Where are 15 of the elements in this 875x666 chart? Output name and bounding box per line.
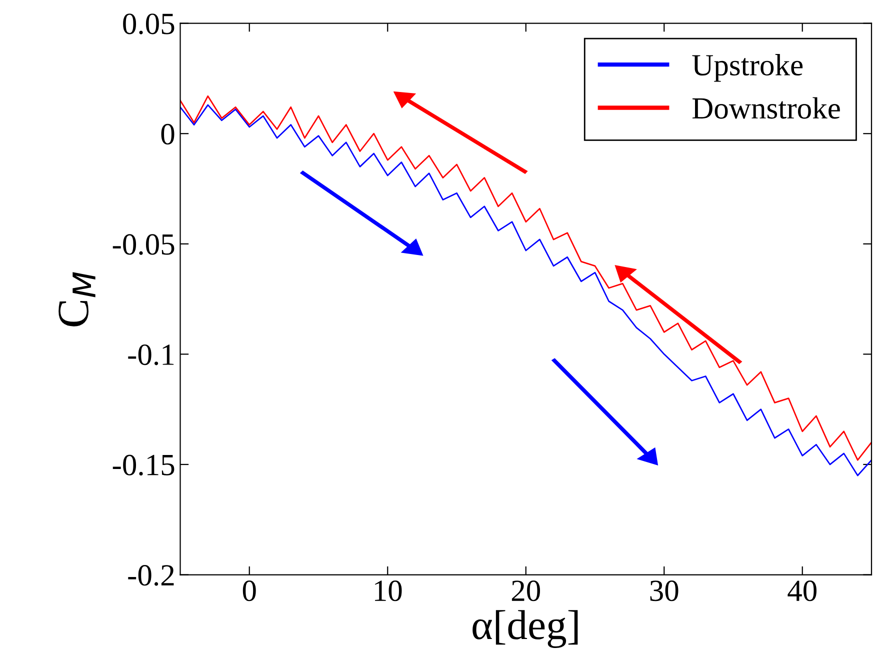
x-tick-label: 30	[650, 580, 678, 602]
y-tick-label: 0	[161, 124, 174, 144]
x-axis-title: α[deg]	[472, 610, 578, 648]
y-tick-label: -0.05	[112, 234, 174, 255]
y-tick-label: -0.2	[128, 565, 174, 586]
x-tick-label: 40	[788, 580, 816, 602]
y-axis-title: C$_{M}$	[58, 272, 96, 326]
y-tick-label: 0.05	[123, 14, 174, 34]
y-tick-label: -0.1	[128, 344, 174, 366]
x-tick-label: 10	[375, 580, 402, 602]
legend-label: Upstroke	[692, 54, 803, 82]
x-tick-label: 20	[512, 580, 540, 602]
x-tick-label: 0	[242, 580, 256, 602]
y-tick-label: -0.15	[112, 454, 174, 476]
legend-label: Downstroke	[692, 97, 840, 119]
